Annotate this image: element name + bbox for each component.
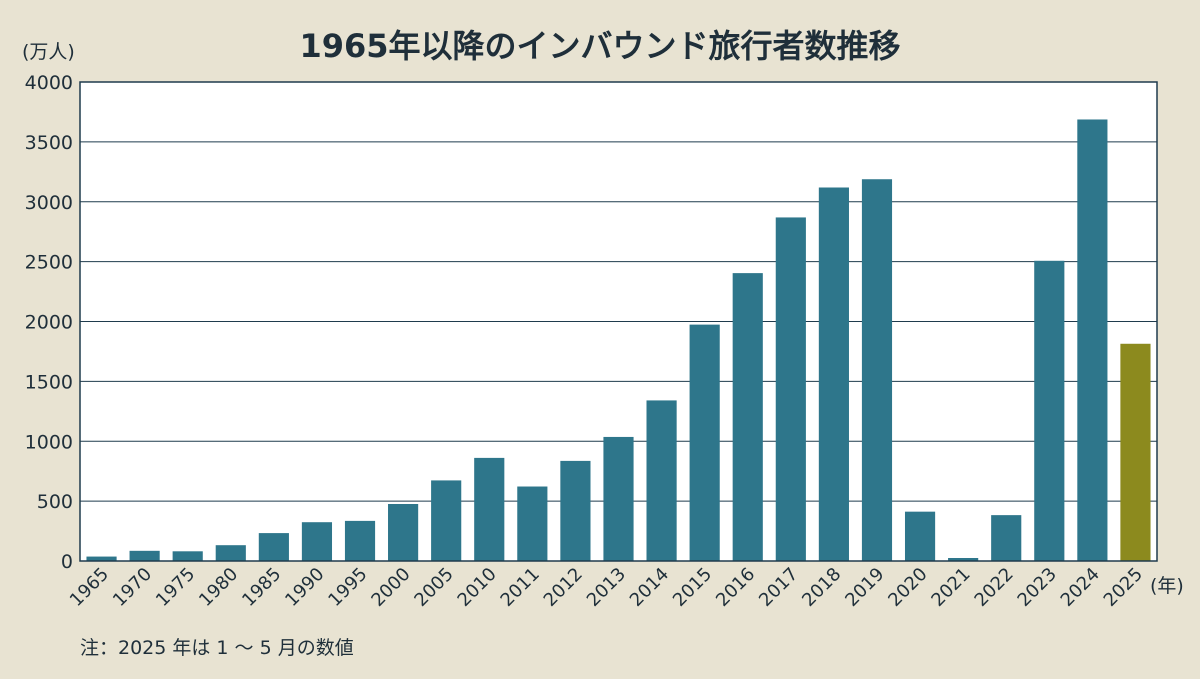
y-tick-label: 0 (61, 551, 73, 573)
y-tick-label: 4000 (25, 72, 73, 94)
bar-2024: 2024: 3687 (1077, 119, 1108, 561)
bar-1975: 1975: 81 (172, 551, 203, 561)
bar-2010: 2010: 861 (474, 457, 505, 561)
x-tick-label: 2021 (927, 564, 974, 611)
x-tick-label: 1990 (281, 564, 328, 611)
bar-2021: 2021: 25 (948, 558, 979, 561)
x-tick-label: 2022 (971, 564, 1018, 611)
x-tick-label: 2016 (712, 564, 759, 611)
bar-1980: 1980: 132 (215, 545, 246, 561)
bar-2005: 2005: 673 (431, 480, 462, 561)
bar-1985: 1985: 233 (258, 533, 289, 561)
bar-2013: 2013: 1036 (603, 436, 634, 561)
y-tick-label: 2000 (25, 312, 73, 334)
bar-1990: 1990: 324 (301, 522, 333, 561)
x-tick-label: 1970 (109, 564, 156, 611)
y-tick-label: 1500 (25, 371, 73, 393)
x-tick-label: 2014 (626, 564, 673, 611)
bar-2000: 2000: 476 (388, 503, 419, 561)
bar-2012: 2012: 836 (560, 460, 591, 561)
x-tick-label: 1975 (152, 564, 199, 611)
x-tick-label: 2023 (1014, 564, 1061, 611)
x-tick-label: 2005 (410, 564, 457, 611)
bar-2016: 2016: 2404 (732, 273, 763, 561)
y-axis-unit-label: (万人) (22, 41, 75, 63)
y-tick-label: 1000 (25, 431, 73, 453)
x-tick-label: 2019 (841, 564, 888, 611)
bars: 1965: 37 1970: 85 1975: 81 1980: 132 1985: 2… (86, 119, 1151, 561)
bar-1970: 1970: 85 (129, 550, 160, 561)
y-tick-label: 3000 (25, 192, 73, 214)
bar-2023: 2023: 2507 (1034, 260, 1065, 561)
x-tick-label: 1980 (195, 564, 242, 611)
x-tick-label: 2025 (1100, 564, 1147, 611)
bar-2015: 2015: 1974 (689, 324, 720, 561)
y-tick-label: 500 (37, 491, 73, 513)
x-tick-label: 2024 (1057, 564, 1104, 611)
x-tick-label: 2013 (583, 564, 630, 611)
bar-1965: 1965: 37 (86, 556, 117, 561)
y-tick-label: 3500 (25, 132, 73, 154)
x-tick-label: 2020 (884, 564, 931, 611)
x-tick-label: 1985 (238, 564, 285, 611)
x-axis-unit-label: (年) (1150, 575, 1184, 597)
x-axis-ticks: 1965197019751980198519901995200020052010… (66, 564, 1147, 611)
chart-note: 注：2025 年は 1 ～ 5 月の数値 (80, 637, 354, 659)
bar-2019: 2019: 3188 (861, 179, 893, 561)
bar-2017: 2017: 2869 (775, 217, 806, 561)
x-tick-label: 1995 (324, 564, 371, 611)
bar-2011: 2011: 622 (517, 486, 548, 561)
x-tick-label: 2018 (798, 564, 845, 611)
x-tick-label: 2015 (669, 564, 716, 611)
bar-2018: 2018: 3119 (818, 187, 849, 561)
y-axis-ticks: 0 500 1000 1500 2000 2500 3000 3500 4000 (25, 72, 73, 573)
y-tick-label: 2500 (25, 252, 73, 274)
x-tick-label: 2012 (540, 564, 587, 611)
chart-title: 1965年以降のインバウンド旅行者数推移 (299, 27, 900, 65)
bar-2014: 2014: 1341 (646, 400, 677, 561)
bar-2022: 2022: 383 (991, 515, 1022, 561)
bar-1995: 1995: 335 (344, 520, 376, 561)
bar-2020: 2020: 412 (904, 511, 936, 561)
plot-frame (79, 81, 1158, 562)
bar-2025: 2025: 1814 (1120, 343, 1151, 561)
x-tick-label: 2010 (454, 564, 501, 611)
x-tick-label: 2000 (367, 564, 414, 611)
x-tick-label: 2011 (497, 564, 544, 611)
x-tick-label: 2017 (755, 564, 802, 611)
